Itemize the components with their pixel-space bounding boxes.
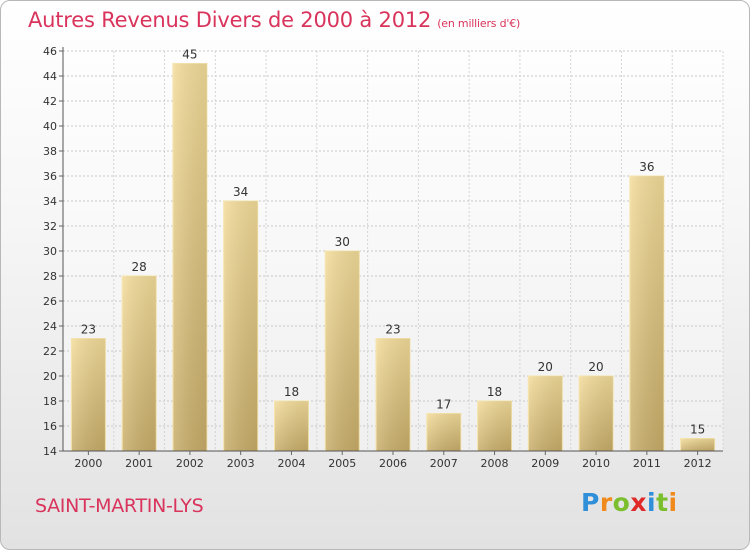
logo-letter: P xyxy=(581,488,600,517)
data-label: 18 xyxy=(487,385,502,399)
x-tick-label: 2001 xyxy=(125,457,153,470)
bar-shade xyxy=(579,376,614,451)
y-tick-label: 32 xyxy=(43,220,57,233)
y-tick-label: 20 xyxy=(43,370,57,383)
x-tick-label: 2007 xyxy=(430,457,458,470)
labels-layer: 23 28 45 34 18 30 23 17 18 20 20 36 15 xyxy=(81,48,706,437)
data-label: 20 xyxy=(588,360,603,374)
chart-title: Autres Revenus Divers de 2000 à 2012 (en … xyxy=(28,8,520,32)
bars-layer xyxy=(70,63,716,452)
data-label: 34 xyxy=(233,185,248,199)
x-tick-label: 2010 xyxy=(582,457,610,470)
data-label: 17 xyxy=(436,398,451,412)
x-tick-label: 2000 xyxy=(74,457,102,470)
y-tick-label: 16 xyxy=(43,420,57,433)
place-name: SAINT-MARTIN-LYS xyxy=(35,495,204,517)
bar-shade xyxy=(172,63,207,451)
logo-letter: t xyxy=(656,488,669,517)
data-label: 18 xyxy=(284,385,299,399)
data-label: 30 xyxy=(335,235,350,249)
y-tick-label: 18 xyxy=(43,395,57,408)
logo-letter: r xyxy=(599,488,613,517)
bar-shade xyxy=(629,176,664,451)
y-tick-label: 46 xyxy=(43,45,57,58)
y-tick-label: 42 xyxy=(43,95,57,108)
bar-shade xyxy=(274,401,309,451)
y-tick-label: 40 xyxy=(43,120,57,133)
y-tick-label: 14 xyxy=(43,445,57,458)
y-tick-label: 30 xyxy=(43,245,57,258)
chart-title-text: Autres Revenus Divers de 2000 à 2012 xyxy=(28,8,432,32)
x-tick-label: 2012 xyxy=(684,457,712,470)
logo-letter: i xyxy=(668,488,678,517)
logo-letter: i xyxy=(647,488,657,517)
bar-shade xyxy=(122,276,157,451)
logo-letter: o xyxy=(612,488,631,517)
x-tick-label: 2003 xyxy=(227,457,255,470)
data-label: 15 xyxy=(690,423,705,437)
bar-shade xyxy=(71,338,106,451)
y-tick-label: 44 xyxy=(43,70,57,83)
data-label: 23 xyxy=(81,323,96,337)
y-tick-label: 34 xyxy=(43,195,57,208)
bar-shade xyxy=(680,438,715,451)
y-tick-label: 26 xyxy=(43,295,57,308)
data-label: 20 xyxy=(538,360,553,374)
axis-layer: 14 16 18 20 22 24 26 28 30 32 34 36 38 40 42 44 46 2000 20… xyxy=(43,45,723,470)
y-tick-label: 38 xyxy=(43,145,57,158)
bar-shade xyxy=(376,338,410,451)
bar-shade xyxy=(426,413,461,451)
x-tick-label: 2008 xyxy=(481,457,509,470)
x-tick-label: 2006 xyxy=(379,457,407,470)
x-tick-label: 2009 xyxy=(531,457,559,470)
bar-shade xyxy=(325,251,360,451)
data-label: 36 xyxy=(639,160,654,174)
chart-subtitle: (en milliers d'€) xyxy=(437,17,521,30)
x-tick-label: 2005 xyxy=(328,457,356,470)
bar-shade xyxy=(223,201,258,451)
x-tick-label: 2004 xyxy=(277,457,305,470)
y-tick-label: 28 xyxy=(43,270,57,283)
data-label: 45 xyxy=(182,48,197,62)
data-label: 23 xyxy=(385,323,400,337)
x-tick-label: 2011 xyxy=(633,457,661,470)
proxiti-logo[interactable]: Proxiti xyxy=(581,488,678,517)
bar-shade xyxy=(528,376,563,451)
y-tick-label: 24 xyxy=(43,320,57,333)
y-tick-label: 22 xyxy=(43,345,57,358)
logo-letter: x xyxy=(630,488,647,517)
y-tick-label: 36 xyxy=(43,170,57,183)
bar-shade xyxy=(477,401,512,451)
x-tick-label: 2002 xyxy=(176,457,204,470)
data-label: 28 xyxy=(132,260,147,274)
